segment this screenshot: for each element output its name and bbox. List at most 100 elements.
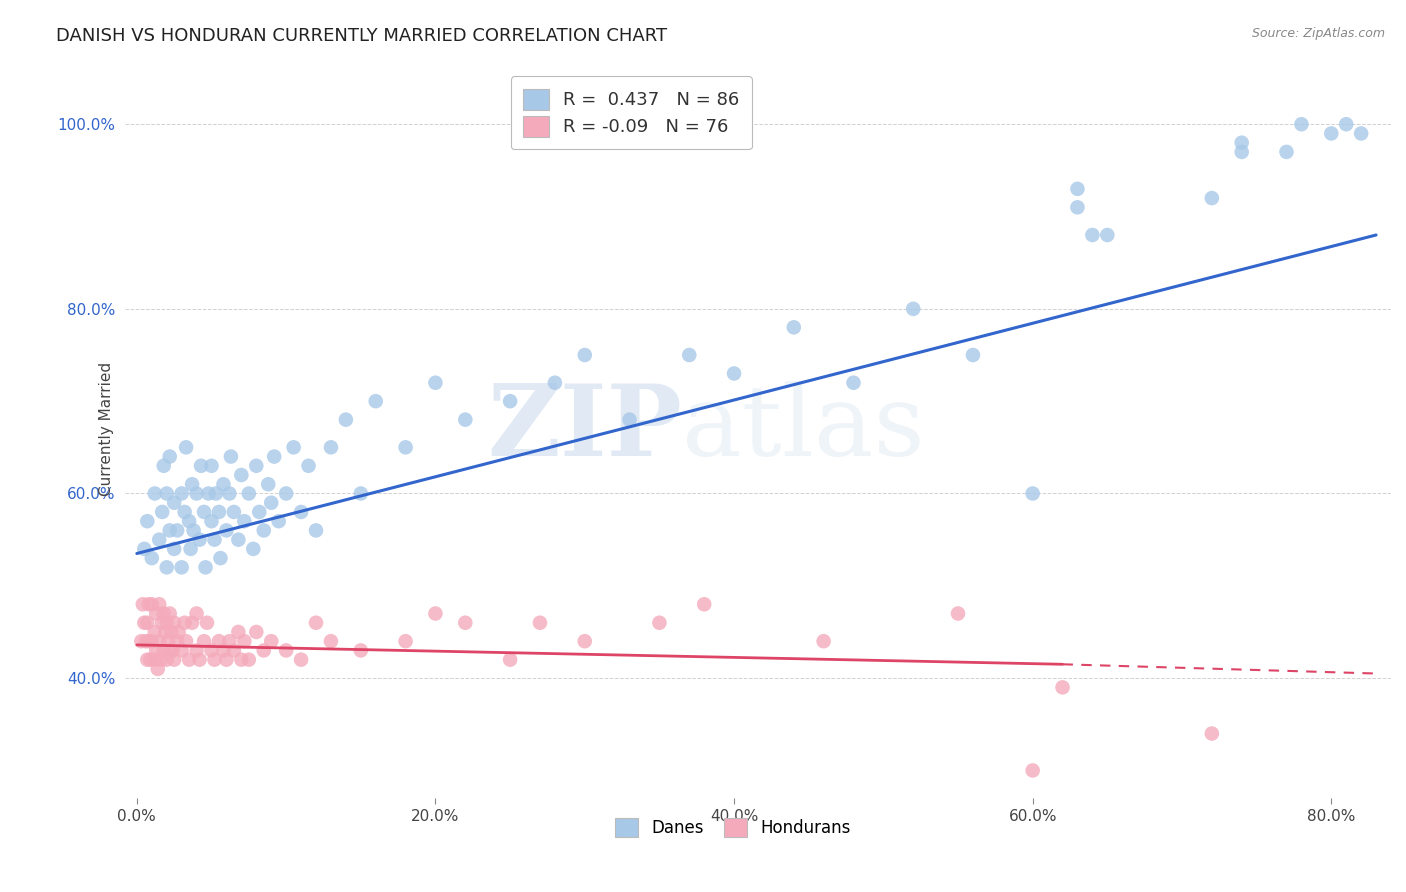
Point xyxy=(200,514,222,528)
Point xyxy=(141,597,163,611)
Point xyxy=(1230,145,1253,159)
Point xyxy=(425,607,447,621)
Point xyxy=(783,320,806,334)
Point xyxy=(200,643,222,657)
Point xyxy=(499,653,522,667)
Point xyxy=(297,458,319,473)
Point xyxy=(529,615,551,630)
Point xyxy=(253,524,276,538)
Point xyxy=(143,624,166,639)
Point xyxy=(364,394,387,409)
Point xyxy=(247,505,270,519)
Point xyxy=(156,560,179,574)
Point xyxy=(156,653,179,667)
Point xyxy=(157,634,180,648)
Point xyxy=(186,643,208,657)
Point xyxy=(215,653,238,667)
Point xyxy=(218,486,240,500)
Point xyxy=(242,541,264,556)
Point xyxy=(350,643,373,657)
Point xyxy=(141,551,163,566)
Point xyxy=(257,477,280,491)
Point xyxy=(193,505,215,519)
Point xyxy=(212,643,235,657)
Point xyxy=(177,514,200,528)
Point xyxy=(149,653,172,667)
Point xyxy=(290,505,312,519)
Point xyxy=(156,486,179,500)
Point xyxy=(1275,145,1298,159)
Point xyxy=(135,634,157,648)
Point xyxy=(136,514,159,528)
Point xyxy=(131,634,153,648)
Point xyxy=(231,468,253,483)
Point xyxy=(146,662,169,676)
Point xyxy=(186,486,208,500)
Point xyxy=(138,634,160,648)
Point xyxy=(159,450,181,464)
Point xyxy=(204,653,226,667)
Point xyxy=(228,624,250,639)
Point xyxy=(170,486,193,500)
Point xyxy=(238,486,260,500)
Point xyxy=(319,440,342,454)
Point xyxy=(194,560,217,574)
Point xyxy=(138,597,160,611)
Point xyxy=(174,634,197,648)
Legend: Danes, Hondurans: Danes, Hondurans xyxy=(606,809,859,846)
Point xyxy=(648,615,671,630)
Point xyxy=(222,505,245,519)
Point xyxy=(231,653,253,667)
Point xyxy=(454,615,477,630)
Point xyxy=(394,440,416,454)
Point xyxy=(190,458,212,473)
Point xyxy=(208,634,231,648)
Point xyxy=(245,458,267,473)
Point xyxy=(212,477,235,491)
Point xyxy=(148,597,170,611)
Point xyxy=(574,634,596,648)
Point xyxy=(139,653,162,667)
Point xyxy=(163,653,186,667)
Point xyxy=(842,376,865,390)
Point xyxy=(290,653,312,667)
Point xyxy=(134,615,156,630)
Point xyxy=(163,615,186,630)
Point xyxy=(163,496,186,510)
Point xyxy=(962,348,984,362)
Point xyxy=(209,551,232,566)
Point xyxy=(167,624,190,639)
Y-axis label: Currently Married: Currently Married xyxy=(98,362,114,496)
Point xyxy=(174,440,197,454)
Point xyxy=(335,412,357,426)
Point xyxy=(152,643,174,657)
Point xyxy=(134,541,156,556)
Point xyxy=(156,615,179,630)
Point xyxy=(159,524,181,538)
Point xyxy=(188,653,211,667)
Point xyxy=(1081,227,1104,242)
Point xyxy=(193,634,215,648)
Point xyxy=(253,643,276,657)
Point xyxy=(162,643,184,657)
Point xyxy=(160,624,183,639)
Point xyxy=(177,653,200,667)
Point xyxy=(173,505,195,519)
Point xyxy=(305,524,328,538)
Point xyxy=(813,634,835,648)
Point xyxy=(215,524,238,538)
Point xyxy=(1350,127,1372,141)
Point xyxy=(188,533,211,547)
Point xyxy=(195,615,218,630)
Point xyxy=(143,653,166,667)
Point xyxy=(233,514,256,528)
Point xyxy=(238,653,260,667)
Point xyxy=(350,486,373,500)
Point xyxy=(1066,182,1088,196)
Point xyxy=(132,597,155,611)
Point xyxy=(1291,117,1313,131)
Point xyxy=(245,624,267,639)
Point xyxy=(166,524,188,538)
Point xyxy=(148,533,170,547)
Point xyxy=(276,643,298,657)
